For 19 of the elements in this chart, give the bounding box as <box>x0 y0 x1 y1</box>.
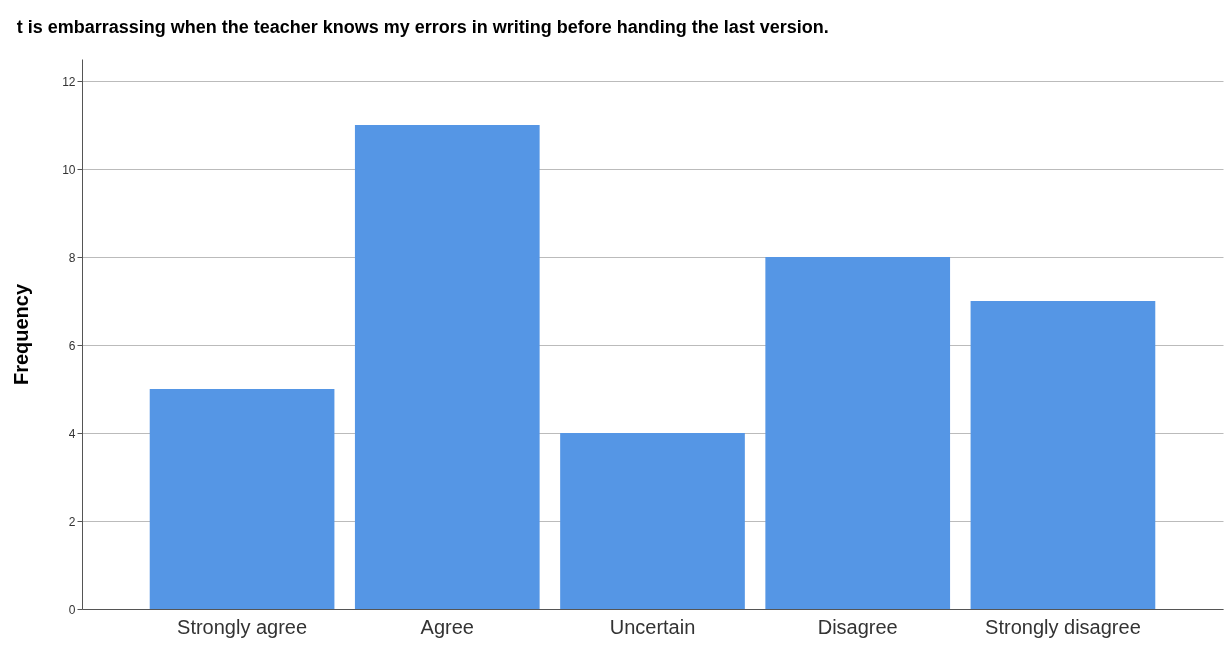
bar <box>354 125 540 609</box>
y-tick-label: 2 <box>68 514 76 529</box>
x-tick-label: Strongly disagree <box>985 615 1141 638</box>
bar <box>560 433 745 609</box>
y-tick-label: 0 <box>68 602 76 617</box>
x-tick-label: Strongly agree <box>177 615 308 638</box>
bar <box>970 301 1156 609</box>
y-tick-label: 8 <box>68 250 76 265</box>
x-tick-label: Disagree <box>817 615 898 638</box>
chart-title: t is embarrassing when the teacher knows my errors in writing before handing the last version. <box>16 17 829 37</box>
bar <box>149 389 335 609</box>
y-tick-label: 4 <box>68 426 76 441</box>
y-tick-label: 10 <box>62 162 76 177</box>
y-tick-label: 6 <box>68 338 76 353</box>
x-tick-label: Uncertain <box>609 615 696 638</box>
bar <box>765 257 951 609</box>
y-axis-title: Frequency <box>10 283 33 386</box>
x-tick-label: Agree <box>420 615 474 638</box>
y-tick-label: 12 <box>62 74 76 89</box>
